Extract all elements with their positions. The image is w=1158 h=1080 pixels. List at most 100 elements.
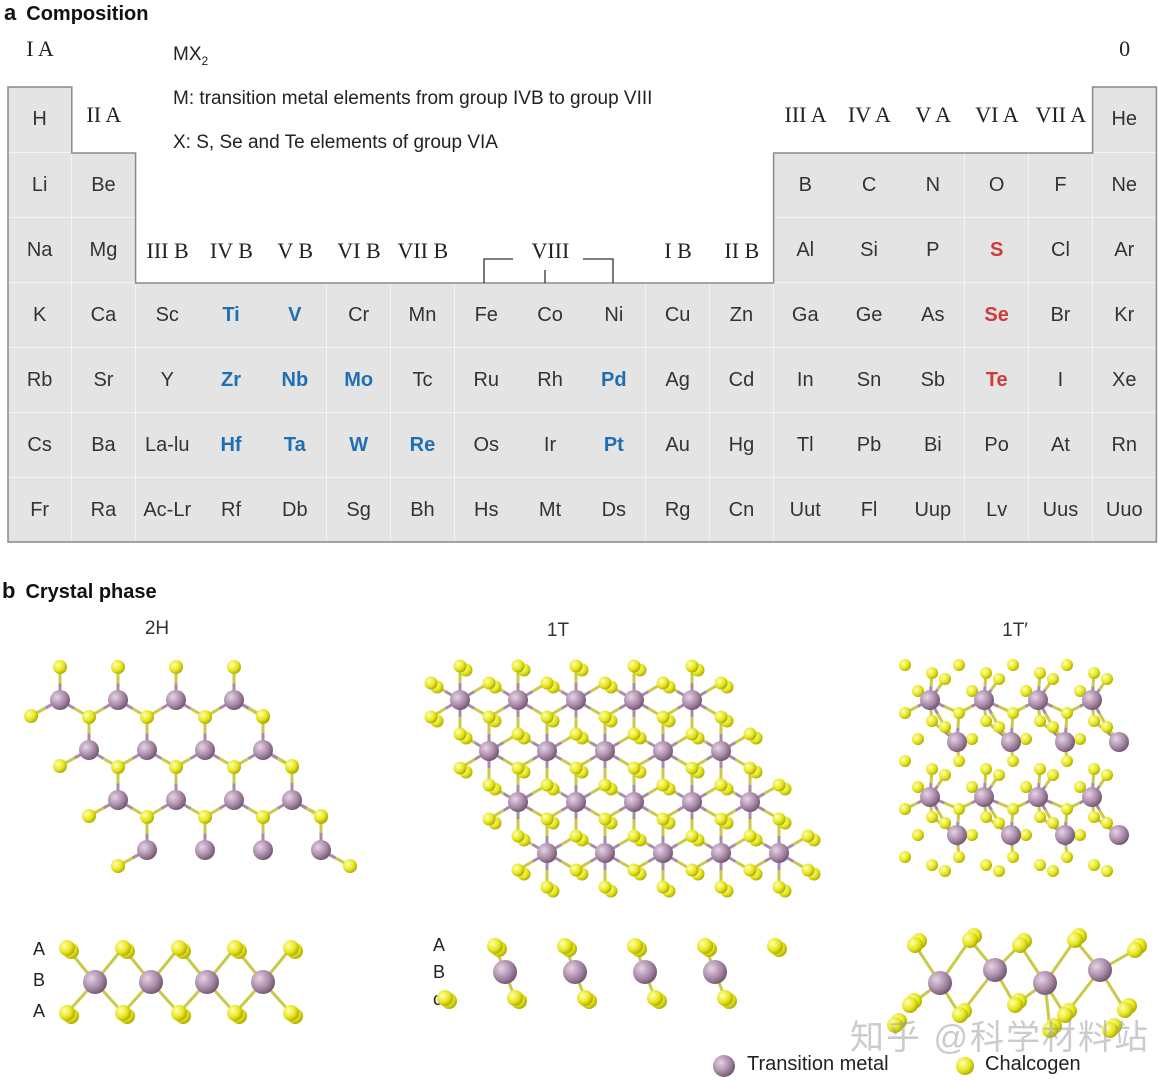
- chalcogen-atom: [801, 863, 815, 877]
- group-label-ivb: IV B: [209, 238, 253, 263]
- chalcogen-atom: [1061, 755, 1073, 767]
- chalcogen-atom: [647, 990, 663, 1006]
- transition-metal-atom: [653, 843, 673, 863]
- chalcogen-atom: [1020, 781, 1032, 793]
- chalcogen-atom: [511, 829, 525, 843]
- chalcogen-atom: [627, 727, 641, 741]
- group-label-viib: VII B: [397, 238, 449, 263]
- panel-letter: b: [2, 578, 16, 603]
- chalcogen-atom: [569, 659, 583, 673]
- transition-metal-atom: [311, 840, 331, 860]
- group-label-va: V A: [915, 102, 952, 127]
- chalcogen-atom: [507, 990, 523, 1006]
- chalcogen-atom: [953, 755, 965, 767]
- transition-metal-atom: [166, 790, 186, 810]
- chalcogen-atom: [685, 727, 699, 741]
- chalcogen-atom: [980, 763, 992, 775]
- chalcogen-atom: [53, 759, 67, 773]
- chalcogen-atom: [656, 710, 670, 724]
- chalcogen-atom: [980, 667, 992, 679]
- transition-metal-atom: [1055, 825, 1075, 845]
- chalcogen-atom: [993, 673, 1005, 685]
- chalcogen-atom: [569, 727, 583, 741]
- chalcogen-atom: [1101, 673, 1113, 685]
- chalcogen-atom: [482, 812, 496, 826]
- chalcogen-atom: [1127, 942, 1143, 958]
- chalcogen-atom: [1020, 685, 1032, 697]
- chalcogen-atom: [1007, 755, 1019, 767]
- chalcogen-atom: [926, 715, 938, 727]
- chalcogen-atom: [1047, 865, 1059, 877]
- chalcogen-atom: [1047, 817, 1059, 829]
- transition-metal-atom: [566, 690, 586, 710]
- transition-metal-atom: [1001, 732, 1021, 752]
- phase-label-1t-prime: 1T′: [1002, 620, 1028, 641]
- chalcogen-atom: [1007, 803, 1019, 815]
- chalcogen-atom: [627, 761, 641, 775]
- chalcogen-atom: [656, 880, 670, 894]
- chalcogen-atom: [743, 727, 757, 741]
- transition-metal-atom: [224, 690, 244, 710]
- chalcogen-atom: [59, 1005, 75, 1021]
- chalcogen-atom: [256, 709, 270, 723]
- stack-layer: B: [433, 962, 446, 982]
- chalcogen-atom: [627, 829, 641, 843]
- chalcogen-atom: [1020, 733, 1032, 745]
- chalcogen-atom: [939, 817, 951, 829]
- chalcogen-atom: [926, 667, 938, 679]
- chalcogen-atom: [482, 710, 496, 724]
- chalcogen-atom: [743, 863, 757, 877]
- chalcogen-atom: [980, 715, 992, 727]
- chalcogen-atom: [952, 1007, 968, 1023]
- transition-metal-atom: [108, 690, 128, 710]
- transition-metal-atom: [224, 790, 244, 810]
- chalcogen-atom: [1034, 859, 1046, 871]
- transition-metal-atom: [974, 690, 994, 710]
- chalcogen-atom: [511, 761, 525, 775]
- chalcogen-atom: [1007, 851, 1019, 863]
- panel-b-title: b Crystal phase: [2, 578, 157, 604]
- chalcogen-atom: [1061, 707, 1073, 719]
- chalcogen-atom: [115, 1005, 131, 1021]
- transition-metal-atom: [79, 740, 99, 760]
- group-label-ia: I A: [26, 36, 54, 61]
- transition-metal-atom: [83, 970, 107, 994]
- chalcogen-atom: [1117, 1002, 1133, 1018]
- chalcogen-atom: [772, 812, 786, 826]
- chalcogen-atom: [577, 990, 593, 1006]
- group-label-iib: II B: [724, 238, 760, 263]
- chalcogen-atom: [714, 778, 728, 792]
- panel-letter: a: [4, 0, 17, 25]
- chalcogen-atom: [926, 811, 938, 823]
- chalcogen-atom: [82, 710, 96, 724]
- chalcogen-atom: [685, 761, 699, 775]
- chalcogen-atom: [1034, 715, 1046, 727]
- transition-metal-atom: [624, 792, 644, 812]
- chalcogen-atom: [256, 810, 270, 824]
- transition-metal-atom: [633, 960, 657, 984]
- chalcogen-atom: [1007, 997, 1023, 1013]
- chalcogen-atom: [557, 938, 573, 954]
- transition-metal-atom: [493, 960, 517, 984]
- chalcogen-atom: [993, 817, 1005, 829]
- phase-label-2h: 2H: [144, 618, 170, 639]
- chalcogen-atom: [511, 727, 525, 741]
- transition-metal-atom: [920, 690, 940, 710]
- transition-metal-atom: [508, 792, 528, 812]
- group-label-iva: IV A: [847, 102, 891, 127]
- chalcogen-atom: [511, 659, 525, 673]
- chalcogen-atom: [314, 809, 328, 823]
- group-label-iiia: III A: [784, 102, 827, 127]
- chalcogen-atom: [540, 778, 554, 792]
- chalcogen-atom: [966, 781, 978, 793]
- chalcogen-atom: [437, 990, 453, 1006]
- chalcogen-atom: [966, 829, 978, 841]
- chalcogen-atom: [598, 778, 612, 792]
- chalcogen-atom: [772, 880, 786, 894]
- chalcogen-atom: [939, 865, 951, 877]
- transition-metal-atom: [595, 843, 615, 863]
- transition-metal-atom: [974, 787, 994, 807]
- chalcogen-atom: [953, 851, 965, 863]
- group-label-iiib: III B: [146, 238, 189, 263]
- transition-metal-atom: [1109, 825, 1129, 845]
